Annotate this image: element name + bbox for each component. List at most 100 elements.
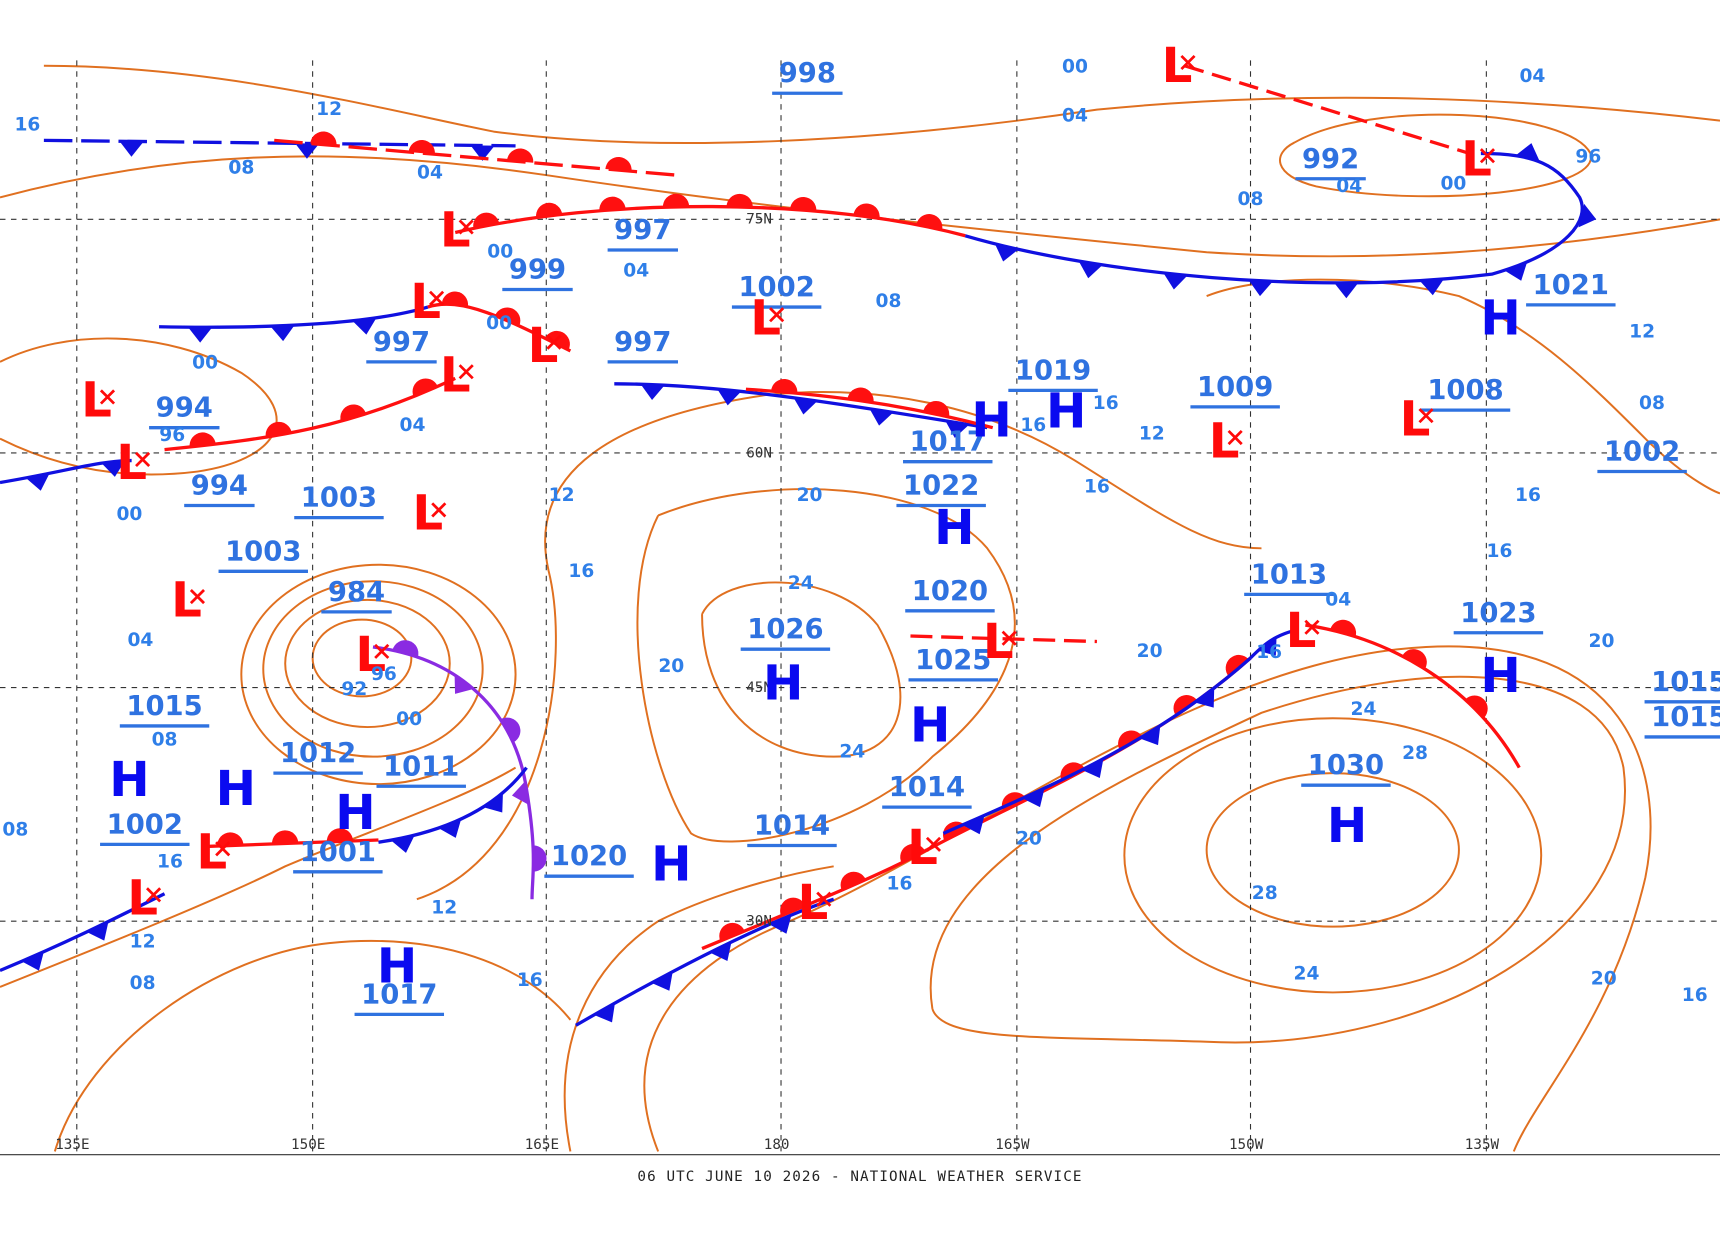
cold-symbol [945, 420, 970, 438]
low-center: L [412, 486, 443, 542]
graticule [0, 60, 1720, 1156]
high-center: H [763, 656, 803, 712]
low-x [146, 887, 162, 903]
low-center: L [907, 820, 938, 876]
cold-symbol [188, 327, 213, 343]
cold-symbol [86, 921, 109, 941]
isobar-label: 16 [517, 970, 543, 991]
pressure-value: 1021 [1533, 270, 1609, 301]
front-symbol [1465, 695, 1488, 718]
cold-symbol [1163, 272, 1188, 290]
low-x [99, 389, 116, 405]
cold-symbol [1516, 143, 1540, 161]
cold-symbol [793, 397, 818, 415]
cold-symbol [717, 388, 742, 406]
warm-symbol [1402, 649, 1427, 669]
isobar-label: 08 [1639, 393, 1665, 414]
warm-symbol [310, 131, 337, 146]
high-center: H [1046, 384, 1086, 440]
low-x [1180, 54, 1196, 71]
front-symbol [847, 387, 874, 403]
isobar [1123, 717, 1543, 994]
cold-symbol [21, 951, 44, 971]
low-center: L [1209, 413, 1240, 469]
low-center: L [1400, 391, 1431, 447]
pressure-value: 992 [1302, 144, 1359, 175]
warm-symbol [217, 832, 244, 847]
warm-symbol [1330, 619, 1357, 637]
low-center: L [983, 614, 1014, 670]
low-x [458, 364, 474, 380]
front-symbol [640, 384, 665, 400]
isobar-label: 04 [127, 630, 153, 651]
longitude-label: 150E [291, 1137, 325, 1153]
front-line [274, 138, 681, 178]
front-symbol [507, 148, 534, 163]
high-center: H [377, 939, 417, 995]
front-symbol [536, 202, 563, 218]
warm-symbol [605, 157, 632, 172]
cold-symbol [1419, 279, 1444, 296]
isobar-label: 04 [417, 163, 443, 184]
low-x [431, 502, 447, 518]
front-symbol [662, 193, 690, 208]
warm-symbol [790, 196, 817, 212]
isobar-label: 12 [1629, 322, 1655, 343]
high-center: H [1327, 798, 1367, 854]
occluded-symbol [454, 674, 474, 694]
pressure-value: 1002 [1604, 437, 1680, 468]
isobar-label: 00 [486, 313, 512, 334]
pressure-value: 1015 [126, 691, 202, 722]
low-center: L [440, 347, 471, 403]
front-symbol [25, 473, 50, 491]
occluded-symbol [533, 845, 547, 872]
warm-symbol [271, 830, 299, 844]
isobar-label: 20 [1589, 631, 1615, 652]
isobar-label: 24 [839, 742, 865, 763]
cold-symbol [1578, 203, 1597, 228]
low-center: L [1461, 131, 1492, 187]
low-x [135, 451, 151, 468]
front-line [0, 892, 166, 973]
front-symbol [593, 1003, 615, 1023]
warm-symbol [189, 432, 216, 448]
high-center: H [1480, 290, 1520, 346]
pressure-value: 997 [614, 327, 671, 358]
front-symbol [945, 420, 970, 438]
warm-symbol [1225, 654, 1249, 677]
isobar-label: 12 [431, 897, 457, 918]
warm-symbol [840, 871, 866, 891]
front-line [1184, 64, 1471, 156]
low-center: L [81, 373, 112, 429]
isobar-label: 00 [1062, 56, 1088, 77]
warm-symbol [408, 140, 435, 155]
warm-symbol [916, 214, 943, 230]
cold-symbol [101, 460, 126, 477]
front-symbol [412, 378, 438, 397]
cold-symbol [1139, 725, 1161, 746]
pressure-value: 1011 [383, 751, 459, 782]
front-symbol [511, 781, 530, 805]
isobar-label: 08 [130, 973, 156, 994]
front-symbol [900, 843, 926, 864]
isobar-label: 16 [14, 114, 40, 135]
front-line [372, 645, 535, 900]
pressure-value: 1001 [300, 837, 376, 868]
pressure-value: 998 [779, 58, 836, 89]
pressure-value: 1015 [1651, 702, 1720, 733]
front-symbol [408, 140, 435, 155]
isobar-label: 08 [2, 820, 28, 841]
longitude-label: 150W [1229, 1137, 1264, 1153]
pressure-value: 1022 [903, 471, 979, 502]
isobar [0, 766, 517, 988]
cold-symbol [1504, 262, 1528, 281]
front-symbol [771, 378, 798, 394]
front-line [910, 634, 1097, 644]
low-x [925, 836, 942, 852]
front-symbol [605, 157, 632, 172]
isobar [416, 391, 1262, 901]
isobar-label: 16 [1093, 393, 1119, 414]
cold-symbol [470, 145, 495, 161]
